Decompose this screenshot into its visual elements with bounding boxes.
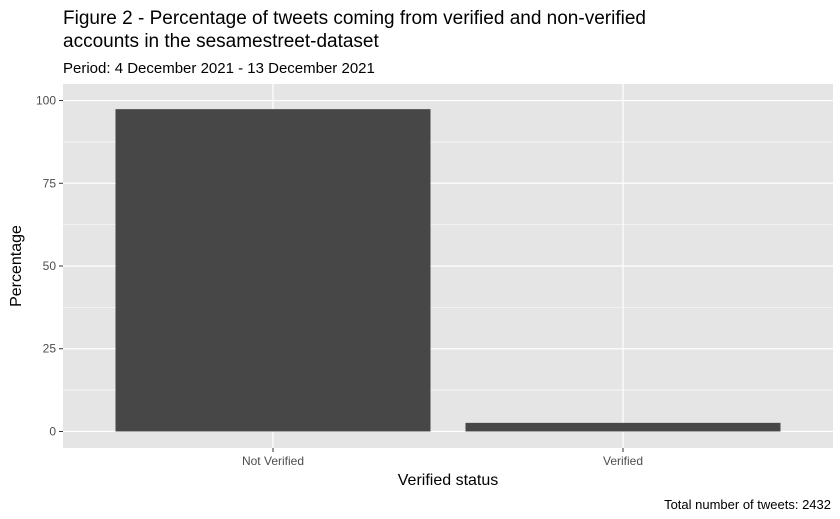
bar-verified [465, 422, 781, 432]
chart-title-line-2: accounts in the sesamestreet-dataset [63, 31, 380, 52]
x-tick-label: Not Verified [242, 454, 304, 468]
x-axis: Not Verified Verified [242, 448, 643, 468]
y-tick-label: 25 [43, 342, 57, 356]
chart-subtitle: Period: 4 December 2021 - 13 December 20… [63, 60, 375, 77]
y-axis: 0 25 50 75 100 [36, 94, 63, 438]
y-tick-label: 50 [43, 259, 57, 273]
bars [115, 109, 781, 432]
bar-not-verified [115, 109, 431, 432]
chart-title-line-1: Figure 2 - Percentage of tweets coming f… [63, 8, 646, 29]
y-tick-label: 75 [43, 176, 57, 190]
y-tick-label: 0 [49, 424, 56, 438]
y-tick-label: 100 [36, 94, 56, 108]
chart-caption: Total number of tweets: 2432 [664, 497, 831, 512]
x-tick-label: Verified [603, 454, 643, 468]
x-axis-title: Verified status [398, 472, 499, 489]
y-axis-title: Percentage [8, 225, 25, 307]
